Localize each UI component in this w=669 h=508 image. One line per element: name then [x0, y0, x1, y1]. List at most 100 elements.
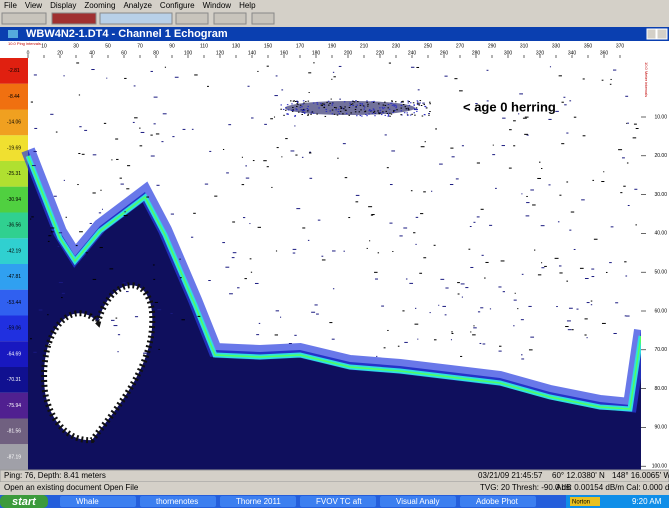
noise-dot [473, 325, 474, 326]
tool-group[interactable] [214, 13, 246, 24]
tray-label[interactable]: Norton [572, 500, 590, 506]
tool-group[interactable] [252, 13, 274, 24]
tool-group[interactable] [176, 13, 208, 24]
school-dot [388, 114, 390, 115]
color-label: -59.06 [7, 326, 21, 332]
school-dot [424, 106, 426, 107]
noise-dot [371, 214, 374, 215]
school-dot [303, 100, 305, 101]
school-dot [304, 113, 306, 114]
school-dot [308, 106, 310, 107]
school-dot [321, 105, 323, 106]
school-dot [296, 106, 298, 107]
noise-dot [31, 216, 33, 217]
noise-dot [462, 297, 463, 298]
school-dot [312, 112, 314, 113]
noise-dot [423, 257, 426, 258]
noise-dot [30, 219, 31, 220]
task-label[interactable]: FVOV TC aft [316, 497, 362, 506]
noise-dot [392, 251, 393, 252]
annotation: < age 0 herring [463, 99, 556, 114]
color-scale: -2.81-8.44-14.06-19.69-25.31-30.94-36.56… [0, 58, 28, 470]
noise-dot [246, 178, 249, 179]
school-dot [342, 113, 344, 114]
school-dot [292, 111, 294, 112]
school-dot [360, 115, 362, 116]
school-dot [329, 103, 331, 104]
noise-dot [473, 327, 477, 328]
school-dot [366, 100, 368, 101]
school-dot [401, 105, 403, 106]
school-dot [349, 105, 351, 106]
menu-bar: File View Display Zooming Analyze Configure Wi… [4, 1, 256, 10]
noise-dot [526, 215, 530, 216]
menu-item[interactable]: View [25, 1, 42, 10]
school-dot [420, 100, 422, 101]
noise-dot [114, 325, 118, 326]
noise-dot [111, 320, 115, 321]
school-dot [372, 113, 374, 114]
noise-dot [526, 202, 529, 203]
menu-item[interactable]: Display [50, 1, 76, 10]
school-dot [407, 115, 409, 116]
depth-label: 40.00 [654, 231, 667, 237]
menu-item[interactable]: Zooming [84, 1, 115, 10]
school-dot [389, 113, 391, 114]
noise-dot [104, 123, 106, 124]
noise-dot [106, 78, 107, 79]
menu-item[interactable]: Configure [160, 1, 195, 10]
minimize-button[interactable] [647, 29, 656, 39]
noise-dot [440, 279, 444, 280]
noise-dot [562, 102, 564, 103]
maximize-button[interactable] [657, 29, 667, 39]
noise-dot [530, 189, 534, 190]
school-dot [365, 111, 367, 112]
noise-dot [434, 339, 437, 340]
noise-dot [387, 330, 388, 331]
noise-dot [126, 188, 129, 189]
noise-dot [32, 165, 36, 166]
noise-dot [34, 128, 37, 129]
start-label[interactable]: start [12, 496, 37, 508]
menu-item[interactable]: Analyze [123, 1, 152, 10]
noise-dot [477, 216, 480, 217]
school-dot [338, 111, 340, 112]
noise-dot [93, 154, 97, 155]
task-label[interactable]: Thorne 2011 [236, 497, 281, 506]
school-dot [311, 113, 313, 114]
school-dot [380, 110, 382, 111]
school-dot [346, 113, 348, 114]
school-dot [310, 114, 312, 115]
school-dot [295, 108, 297, 109]
tool-group[interactable] [100, 13, 172, 24]
school-dot [292, 109, 294, 110]
school-dot [349, 103, 351, 104]
menu-item[interactable]: Help [239, 1, 256, 10]
noise-dot [192, 129, 194, 130]
noise-dot [509, 129, 512, 130]
noise-dot [503, 291, 505, 292]
tool-group[interactable] [2, 13, 46, 24]
noise-dot [374, 272, 378, 273]
school-dot [361, 103, 363, 104]
noise-dot [102, 209, 103, 210]
noise-dot [618, 149, 622, 150]
noise-dot [134, 85, 136, 86]
task-label[interactable]: Visual Analy [396, 497, 439, 506]
school-dot [385, 115, 387, 116]
school-dot [337, 115, 339, 116]
task-label[interactable]: Adobe Phot [476, 497, 519, 506]
noise-dot [442, 306, 446, 307]
task-label[interactable]: thornenotes [156, 497, 198, 506]
noise-dot [480, 307, 483, 308]
noise-dot [513, 120, 516, 121]
menu-item[interactable]: File [4, 1, 17, 10]
noise-dot [50, 114, 53, 115]
noise-dot [634, 189, 637, 190]
ruler-tick-label: 330 [552, 43, 561, 49]
tool-group[interactable] [52, 13, 96, 24]
status-datetime: 03/21/09 21:45:57 [478, 471, 543, 480]
task-label[interactable]: Whale [76, 497, 99, 506]
menu-item[interactable]: Window [203, 1, 232, 10]
noise-dot [171, 214, 174, 215]
